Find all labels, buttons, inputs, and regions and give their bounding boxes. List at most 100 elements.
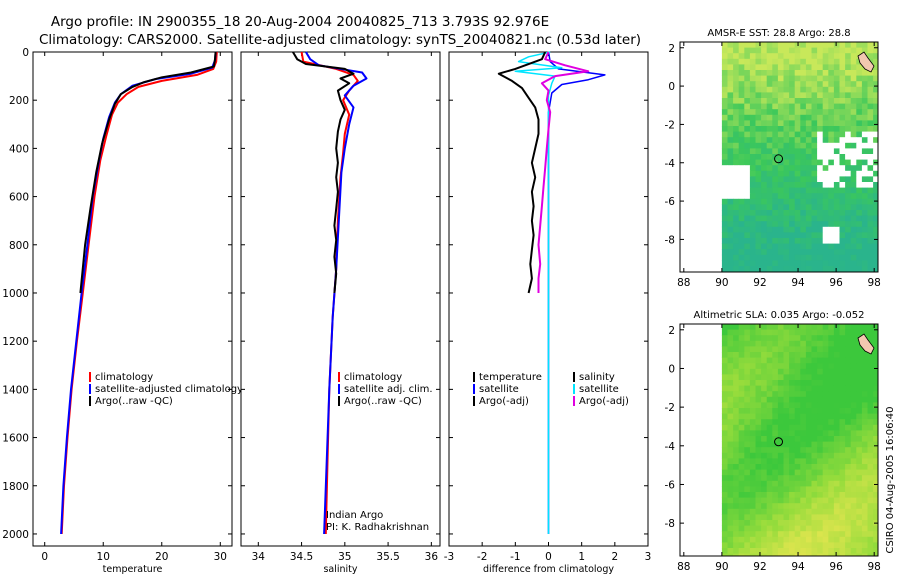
map-cell	[727, 131, 734, 138]
map-cell	[727, 47, 734, 54]
map-cell	[845, 193, 852, 200]
map-cell	[783, 198, 790, 205]
map-cell	[794, 98, 801, 104]
map-cell	[822, 363, 829, 370]
map-cell	[822, 520, 829, 526]
map-cell	[721, 469, 728, 476]
map-cell	[777, 469, 784, 476]
map-y-tick-label: -8	[665, 234, 675, 246]
map-cell	[828, 103, 835, 110]
map-cell	[867, 357, 874, 364]
map-cell	[766, 165, 773, 172]
map-cell	[850, 154, 857, 160]
map-cell	[789, 525, 796, 532]
map-cell	[783, 204, 790, 211]
map-cell	[755, 520, 762, 526]
map-cell	[856, 536, 863, 543]
map-cell	[873, 92, 878, 99]
map-cell	[727, 198, 734, 205]
map-cell	[761, 514, 768, 521]
map-cell	[744, 232, 751, 239]
map-cell	[822, 47, 829, 54]
map-cell	[839, 548, 846, 554]
map-cell	[738, 385, 745, 392]
map-cell	[721, 142, 728, 149]
map-cell	[861, 109, 868, 116]
salinity-panel: 34 34.5 35 35.5 36salinityclimatologysatelli…	[240, 51, 441, 575]
map-cell	[828, 531, 835, 538]
map-cell	[850, 514, 857, 521]
map-cell	[755, 103, 762, 110]
map-cell	[861, 531, 868, 538]
map-cell	[772, 508, 779, 515]
map-cell	[721, 159, 728, 166]
map-cell	[789, 363, 796, 370]
map-cell	[822, 70, 829, 76]
map-cell	[738, 120, 745, 127]
map-cell	[845, 525, 852, 532]
map-cell	[749, 430, 756, 437]
map-cell	[727, 469, 734, 476]
map-cell	[721, 520, 728, 526]
map-cell	[794, 215, 801, 222]
map-cell	[761, 357, 768, 364]
map-cell	[744, 137, 751, 144]
map-cell	[822, 374, 829, 381]
map-cell	[811, 70, 818, 76]
map-cell	[721, 402, 728, 409]
map-cell	[873, 475, 878, 482]
map-cell	[783, 70, 790, 76]
map-cell	[839, 47, 846, 54]
map-cell	[783, 335, 790, 342]
map-cell	[789, 204, 796, 211]
map-cell	[839, 86, 846, 93]
map-cell	[828, 402, 835, 409]
map-cell	[856, 346, 863, 353]
map-cell	[761, 154, 768, 160]
map-cell	[744, 335, 751, 342]
map-cell	[833, 363, 840, 370]
map-cell	[766, 458, 773, 465]
map-cell	[761, 525, 768, 532]
map-cell	[777, 260, 784, 267]
map-cell	[828, 238, 835, 244]
map-cell	[861, 452, 868, 459]
map-cell	[766, 475, 773, 482]
map-cell	[833, 170, 840, 177]
map-cell	[811, 159, 818, 166]
map-cell	[828, 335, 835, 342]
map-cell	[744, 126, 751, 132]
map-cell	[800, 182, 807, 188]
map-cell	[833, 536, 840, 543]
map-cell	[800, 520, 807, 526]
map-cell	[744, 368, 751, 375]
map-cell	[755, 458, 762, 465]
map-cell	[805, 154, 812, 160]
map-cell	[873, 402, 878, 409]
map-cell	[789, 464, 796, 470]
map-cell	[744, 430, 751, 437]
map-cell	[800, 243, 807, 250]
map-cell	[839, 53, 846, 60]
map-cell	[766, 92, 773, 99]
map-cell	[738, 254, 745, 261]
map-cell	[822, 335, 829, 342]
map-cell	[766, 114, 773, 121]
map-cell	[850, 430, 857, 437]
map-cell	[800, 475, 807, 482]
map-cell	[733, 215, 740, 222]
map-cell	[856, 98, 863, 104]
map-cell	[749, 47, 756, 54]
map-cell	[856, 419, 863, 426]
map-cell	[777, 103, 784, 110]
map-cell	[766, 464, 773, 470]
map-cell	[856, 92, 863, 99]
map-cell	[856, 520, 863, 526]
map-cell	[789, 154, 796, 160]
map-cell	[738, 464, 745, 470]
map-cell	[727, 480, 734, 487]
map-cell	[772, 98, 779, 104]
map-cell	[794, 260, 801, 267]
map-cell	[777, 380, 784, 386]
map-cell	[800, 75, 807, 82]
